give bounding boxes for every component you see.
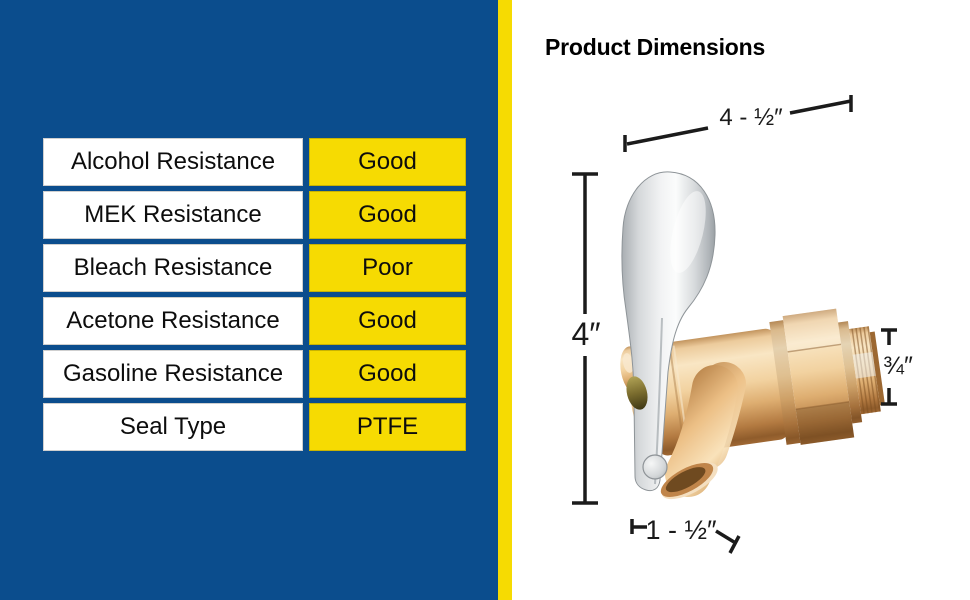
faucet-lever	[621, 171, 716, 492]
dimension-label-spout: 1 - ½″	[645, 515, 717, 545]
dimension-label-outlet: ¾″	[883, 352, 913, 380]
spec-label-cell: MEK Resistance	[43, 191, 303, 239]
divider-stripe	[498, 0, 512, 600]
dimension-label-height: 4″	[571, 316, 601, 352]
spec-value-cell: Good	[309, 350, 466, 398]
spec-value-cell: Good	[309, 138, 466, 186]
faucet-body	[630, 308, 885, 456]
spec-value-cell: Good	[309, 297, 466, 345]
dimension-label-width: 4 - ½″	[719, 104, 783, 131]
spec-label-cell: Seal Type	[43, 403, 303, 451]
spec-label-cell: Gasoline Resistance	[43, 350, 303, 398]
table-row: MEK Resistance Good	[43, 191, 467, 239]
table-row: Acetone Resistance Good	[43, 297, 467, 345]
dimension-lines	[572, 95, 897, 554]
table-row: Seal Type PTFE	[43, 403, 467, 451]
faucet-illustration	[572, 95, 897, 554]
table-row: Gasoline Resistance Good	[43, 350, 467, 398]
page-title: Product Dimensions	[545, 34, 766, 60]
spec-label-cell: Alcohol Resistance	[43, 138, 303, 186]
spec-value-cell: Good	[309, 191, 466, 239]
faucet-spout	[660, 362, 746, 500]
spec-value-cell: Poor	[309, 244, 466, 292]
spec-label-cell: Acetone Resistance	[43, 297, 303, 345]
table-row: Alcohol Resistance Good	[43, 138, 467, 186]
chemical-resistance-table: Alcohol Resistance Good MEK Resistance G…	[43, 138, 467, 451]
spec-label-cell: Bleach Resistance	[43, 244, 303, 292]
spec-value-cell: PTFE	[309, 403, 466, 451]
table-row: Bleach Resistance Poor	[43, 244, 467, 292]
